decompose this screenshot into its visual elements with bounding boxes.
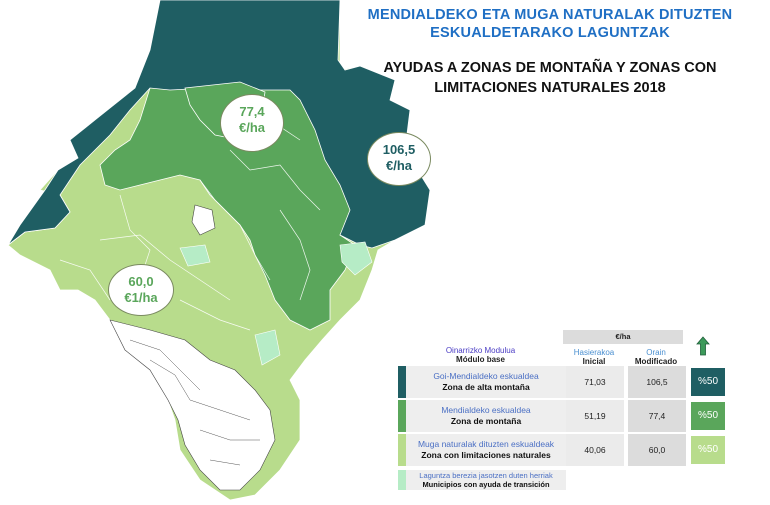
title-spanish-line1: AYUDAS A ZONAS DE MONTAÑA Y ZONAS CON xyxy=(383,60,717,76)
legend-row-high-mountain: Goi-Mendialdeko eskualdea Zona de alta m… xyxy=(398,366,743,398)
row-label-es: Zona de montaña xyxy=(450,416,522,426)
col-initial-eu: Hasierakoa xyxy=(573,348,615,357)
row-label-eu: Mendialdeko eskualdea xyxy=(441,405,531,415)
column-header-initial: Hasierakoa Inicial xyxy=(566,348,622,366)
module-header-es: Módulo base xyxy=(456,355,505,364)
title-basque-line2: ESKUALDETARAKO LAGUNTZAK xyxy=(430,25,670,41)
bubble-value: 106,5 xyxy=(382,142,416,157)
legend-row-mountain: Mendialdeko eskualdea Zona de montaña 51… xyxy=(398,400,743,432)
region-transition-2 xyxy=(254,329,281,366)
module-header-eu: Oinarrizko Modulua xyxy=(445,346,516,355)
row-label-es: Municipios con ayuda de transición xyxy=(422,480,550,489)
legend-row-transition: Laguntza berezia jasotzen duten herriak … xyxy=(398,470,568,490)
south-borders xyxy=(129,339,260,466)
bubble-unit: €/ha xyxy=(385,158,412,173)
col-modified-es: Modificado xyxy=(634,357,678,366)
modified-value: 106,5 xyxy=(628,366,686,398)
row-label: Laguntza berezia jasotzen duten herriak … xyxy=(406,470,566,490)
title-spanish: AYUDAS A ZONAS DE MONTAÑA Y ZONAS CON LI… xyxy=(340,58,760,98)
row-label-es: Zona con limitaciones naturales xyxy=(421,450,551,460)
legend-table: €/ha Oinarrizko Modulua Módulo base Hasi… xyxy=(398,330,743,500)
module-header: Oinarrizko Modulua Módulo base xyxy=(398,346,563,364)
value-bubble-high-mountain: 106,5 €/ha xyxy=(367,132,431,186)
initial-value: 51,19 xyxy=(566,400,624,432)
bubble-unit: €/ha xyxy=(238,120,265,135)
modified-value: 60,0 xyxy=(628,434,686,466)
unit-header: €/ha xyxy=(563,330,683,344)
region-transition-1 xyxy=(339,241,373,276)
region-transition-3 xyxy=(179,244,211,267)
initial-value: 71,03 xyxy=(566,366,624,398)
up-arrow-icon xyxy=(696,336,710,356)
swatch-transition xyxy=(398,470,406,490)
bubble-unit: €1/ha xyxy=(124,290,158,305)
title-basque: MENDIALDEKO ETA MUGA NATURALAK DITUZTEN … xyxy=(340,6,760,42)
legend-row-natural-limitations: Muga naturalak dituzten eskualdeak Zona … xyxy=(398,434,743,466)
row-label-es: Zona de alta montaña xyxy=(442,382,530,392)
row-label: Muga naturalak dituzten eskualdeak Zona … xyxy=(406,434,566,466)
row-label-eu: Muga naturalak dituzten eskualdeak xyxy=(417,439,555,449)
title-spanish-line2: LIMITACIONES NATURALES 2018 xyxy=(434,80,666,96)
column-header-modified: Orain Modificado xyxy=(628,348,684,366)
row-label: Goi-Mendialdeko eskualdea Zona de alta m… xyxy=(406,366,566,398)
region-not-eligible-centre xyxy=(191,204,216,236)
initial-value: 40,06 xyxy=(566,434,624,466)
col-modified-eu: Orain xyxy=(646,348,666,357)
region-not-eligible-south xyxy=(109,319,276,491)
percent-badge: %50 xyxy=(691,368,725,396)
percent-badge: %50 xyxy=(691,436,725,464)
value-bubble-mountain: 77,4 €/ha xyxy=(220,94,284,152)
swatch-natural-limitations xyxy=(398,434,406,466)
title-basque-line1: MENDIALDEKO ETA MUGA NATURALAK DITUZTEN xyxy=(367,7,733,23)
percent-badge: %50 xyxy=(691,402,725,430)
swatch-high-mountain xyxy=(398,366,406,398)
row-label: Mendialdeko eskualdea Zona de montaña xyxy=(406,400,566,432)
row-label-eu: Goi-Mendialdeko eskualdea xyxy=(433,371,539,381)
swatch-mountain xyxy=(398,400,406,432)
col-initial-es: Inicial xyxy=(582,357,606,366)
modified-value: 77,4 xyxy=(628,400,686,432)
bubble-value: 60,0 xyxy=(128,274,154,289)
value-bubble-natural-limitations: 60,0 €1/ha xyxy=(108,264,174,316)
row-label-eu: Laguntza berezia jasotzen duten herriak xyxy=(419,471,553,480)
bubble-value: 77,4 xyxy=(239,104,265,119)
